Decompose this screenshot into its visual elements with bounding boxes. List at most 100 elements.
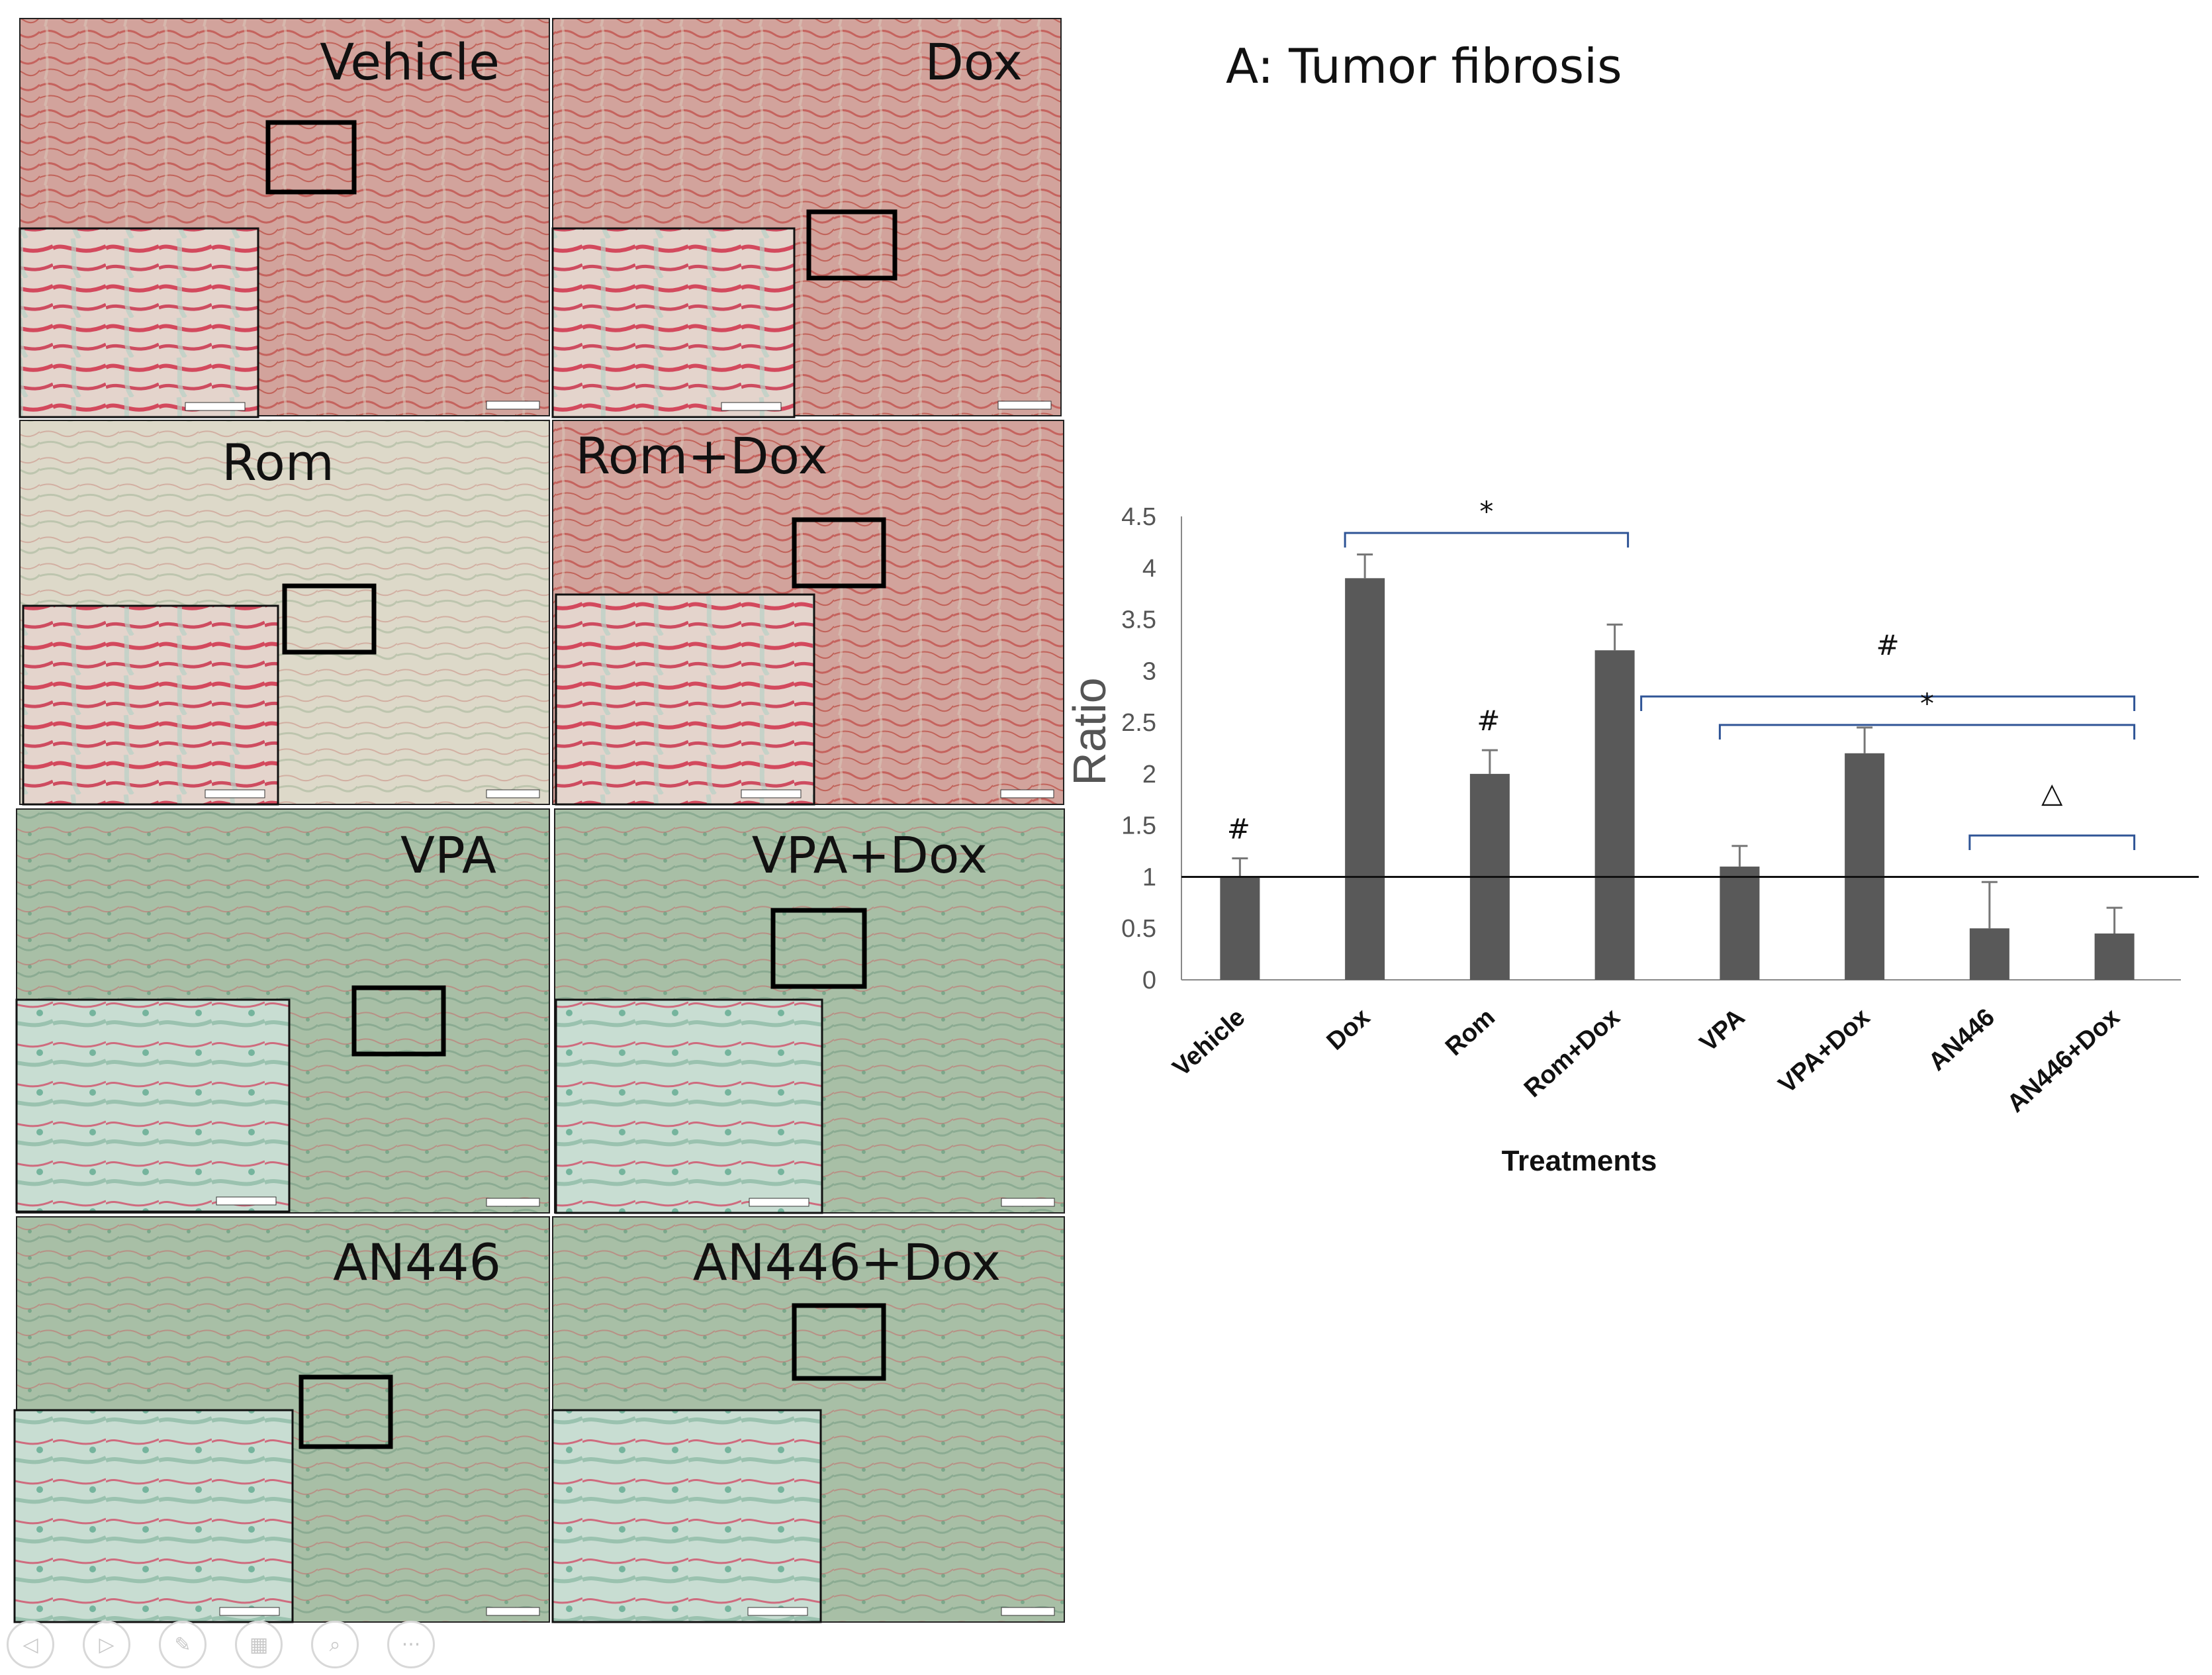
y-tick-label: 4.5	[1121, 503, 1156, 531]
y-axis-title: Ratio	[1064, 677, 1115, 785]
panel-label: Vehicle	[320, 32, 500, 91]
inset-scale-bar	[721, 402, 782, 411]
inset-scale-bar	[219, 1607, 280, 1616]
scale-bar	[1000, 789, 1054, 798]
region-of-interest-box	[265, 120, 357, 195]
inset-scale-bar	[747, 1607, 808, 1616]
x-tick-label: Dox	[1322, 1003, 1375, 1055]
y-tick-label: 4	[1142, 555, 1156, 583]
significance-marker: #	[1477, 704, 1500, 737]
y-tick-label: 0	[1142, 967, 1156, 994]
scale-bar	[486, 401, 540, 410]
micrograph-inset	[15, 998, 291, 1213]
comparison-bracket	[1968, 834, 2136, 850]
pen-tool-button[interactable]: ✎	[159, 1621, 207, 1668]
next-slide-button[interactable]: ▷	[83, 1621, 130, 1668]
comparison-bracket	[1718, 724, 2136, 740]
micrograph-panel: AN446	[13, 1216, 550, 1623]
x-tick-label: VPA+Dox	[1773, 1003, 1875, 1098]
comparison-bracket	[1344, 532, 1630, 548]
next-icon: ▷	[99, 1633, 115, 1656]
region-of-interest-box	[792, 1303, 886, 1381]
micrograph-panel: Dox	[551, 18, 1062, 418]
scale-bar	[1001, 1607, 1055, 1616]
region-of-interest-box	[770, 908, 867, 989]
micrograph-inset	[555, 998, 823, 1214]
region-of-interest-box	[282, 583, 377, 655]
bracket-label: *	[1920, 687, 1934, 720]
previous-icon: ◁	[23, 1633, 38, 1656]
bracket-label: *	[1479, 495, 1493, 528]
bar	[1594, 650, 1635, 980]
y-tick-label: 2.5	[1121, 709, 1156, 737]
x-axis-title: Treatments	[1502, 1145, 1657, 1177]
micrograph-panel: Rom+Dox	[552, 420, 1064, 806]
region-of-interest-box	[351, 985, 446, 1057]
y-tick-label: 1	[1142, 863, 1156, 891]
panel-label: AN446+Dox	[693, 1233, 1001, 1292]
x-tick-label: AN446+Dox	[2002, 1003, 2125, 1118]
more-options-button[interactable]: ···	[387, 1621, 435, 1668]
panel-label: VPA	[400, 826, 496, 885]
y-tick-label: 3.5	[1121, 606, 1156, 634]
scale-bar	[486, 1607, 540, 1616]
y-tick-label: 0.5	[1121, 915, 1156, 943]
x-tick-label: Rom	[1440, 1003, 1500, 1061]
chart-marks: 0 0.5 1 1.5 2 2.5 3 3.5 4 4.5 Vehicle Dox Rom Rom+Dox…	[1121, 495, 2199, 1118]
inset-scale-bar	[185, 402, 246, 411]
micrograph-inset	[551, 227, 796, 418]
comparison-bracket	[1640, 695, 2136, 711]
region-of-interest-box	[299, 1374, 393, 1449]
x-tick-label: Rom+Dox	[1519, 1003, 1626, 1103]
inset-scale-bar	[741, 789, 802, 798]
x-tick-label: Vehicle	[1168, 1003, 1250, 1082]
panel-label: Rom	[222, 433, 334, 492]
bar	[1345, 578, 1385, 980]
micrograph-inset	[13, 1409, 294, 1623]
zoom-button[interactable]: ⌕	[311, 1621, 359, 1668]
region-of-interest-box	[792, 517, 886, 589]
micrograph-inset	[19, 227, 259, 418]
x-tick-label: AN446	[1923, 1003, 2000, 1076]
micrograph-panel: VPA	[15, 808, 550, 1214]
scale-bar	[486, 789, 540, 798]
y-tick-label: 3	[1142, 657, 1156, 685]
micrograph-inset	[22, 604, 279, 806]
inset-scale-bar	[205, 789, 265, 798]
bar	[2094, 933, 2135, 980]
bar	[1720, 866, 1760, 980]
micrograph-inset	[555, 593, 815, 806]
region-of-interest-box	[806, 209, 898, 281]
bar-chart: Ratio Treatments 0 0.5 1 1.5 2 2.5 3 3.5 4 4.5 Veh…	[1064, 495, 2199, 1177]
zoom-icon: ⌕	[329, 1633, 341, 1656]
micrograph-grid: Vehicle Dox Rom Rom+Dox VPA VPA+Dox AN446 AN446…	[13, 18, 1065, 1623]
y-tick-label: 1.5	[1121, 812, 1156, 840]
slideshow-nav-bar: ◁ ▷ ✎ ▦ ⌕ ···	[7, 1615, 470, 1675]
significance-marker: #	[1227, 812, 1250, 845]
pen-icon: ✎	[174, 1633, 191, 1656]
y-tick-label: 2	[1142, 761, 1156, 789]
scale-bar	[486, 1198, 540, 1207]
scale-bar	[1001, 1198, 1055, 1207]
inset-scale-bar	[216, 1196, 277, 1206]
previous-slide-button[interactable]: ◁	[7, 1621, 54, 1668]
bracket-label: △	[2041, 777, 2063, 809]
x-tick-label: VPA	[1694, 1003, 1750, 1057]
panel-label: AN446	[333, 1233, 501, 1292]
bracket-label: #	[1876, 629, 1900, 661]
micrograph-panel: Rom	[19, 420, 550, 806]
panel-label: Rom+Dox	[575, 426, 827, 485]
inset-scale-bar	[749, 1198, 809, 1207]
micrograph-panel: AN446+Dox	[551, 1216, 1065, 1623]
figure-title: A: Tumor fibrosis	[1226, 38, 1622, 94]
micrograph-panel: Vehicle	[19, 18, 550, 418]
panel-label: Dox	[925, 32, 1023, 91]
bar	[1220, 877, 1260, 980]
slides-grid-icon: ▦	[249, 1633, 269, 1656]
micrograph-inset	[551, 1409, 822, 1623]
see-all-slides-button[interactable]: ▦	[235, 1621, 283, 1668]
more-icon: ···	[401, 1633, 421, 1656]
bar	[1845, 753, 1885, 980]
micrograph-panel: VPA+Dox	[554, 808, 1065, 1214]
